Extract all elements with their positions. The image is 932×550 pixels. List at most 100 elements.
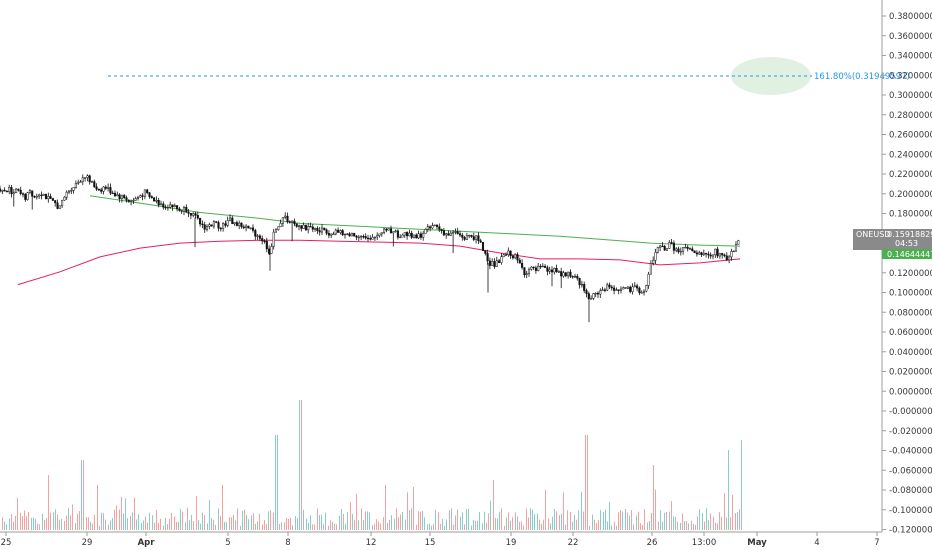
volume-bar	[149, 512, 150, 530]
x-tick-label: 19	[506, 538, 517, 548]
volume-bar	[169, 518, 170, 530]
candle-body	[251, 227, 255, 231]
candle-body	[560, 271, 563, 277]
candle-body	[392, 231, 395, 234]
volume-bar	[328, 525, 329, 530]
volume-bar	[633, 524, 634, 530]
volume-bar	[519, 521, 520, 530]
candle-body	[691, 248, 694, 252]
candle-body	[231, 217, 234, 225]
volume-bar	[449, 510, 450, 530]
candle-body	[707, 253, 710, 256]
volume-bar	[530, 508, 531, 530]
candle-body	[475, 235, 478, 240]
volume-bar	[343, 514, 344, 530]
volume-bar	[418, 511, 419, 530]
volume-bar	[312, 524, 313, 530]
volume-bar	[506, 517, 507, 530]
volume-bar	[334, 523, 335, 530]
volume-bar	[464, 524, 465, 530]
volume-bar	[235, 520, 236, 530]
volume-bar	[396, 508, 397, 530]
volume-bar	[567, 510, 568, 530]
volume-bar	[367, 511, 368, 530]
volume-bar	[281, 521, 282, 530]
candle-body	[111, 192, 114, 195]
volume-bar	[706, 508, 707, 530]
candle-body	[481, 241, 485, 251]
volume-bar	[154, 522, 155, 530]
candle-body	[732, 250, 735, 253]
volume-bar	[266, 524, 267, 530]
volume-bar	[231, 517, 232, 530]
candle-body	[35, 195, 38, 198]
candle-body	[284, 215, 287, 218]
volume-bar	[704, 521, 705, 530]
candle-body	[394, 230, 397, 232]
candle-body	[465, 235, 468, 240]
candle-body	[81, 177, 84, 182]
candle-body	[725, 255, 728, 261]
candle-body	[562, 272, 565, 277]
candle-body	[617, 289, 620, 291]
y-tick-label: 0.22000000	[889, 170, 932, 180]
volume-bar	[594, 519, 595, 530]
volume-bar	[79, 511, 80, 530]
candle-body	[555, 268, 558, 273]
volume-bar	[640, 523, 641, 530]
y-tick-label: 0.36000000	[889, 32, 932, 42]
candle-body	[668, 242, 671, 249]
volume-bar	[691, 520, 692, 530]
moving-average-green	[89, 195, 741, 247]
candle-body	[33, 196, 36, 198]
volume-bar	[365, 511, 366, 530]
candle-body	[40, 194, 43, 197]
candle-body	[201, 223, 204, 226]
volume-bar	[620, 510, 621, 530]
candle-body	[61, 199, 64, 207]
volume-bar	[394, 518, 395, 530]
y-tick-label: 0.26000000	[889, 131, 932, 141]
volume-bar	[675, 516, 676, 530]
candle-body	[95, 186, 98, 190]
volume-bar	[460, 516, 461, 530]
candle-body	[534, 267, 537, 271]
volume-bar	[688, 523, 689, 530]
candle-body	[495, 260, 498, 267]
x-axis-ticks[interactable]: 25 29 Apr 5 8 12 15 19 22 26 13:00 May 4 7	[1, 532, 880, 548]
candle-body	[318, 230, 321, 233]
volume-bar	[682, 513, 683, 530]
volume-bar	[92, 523, 93, 530]
candle-body	[127, 199, 130, 202]
candle-body	[330, 233, 333, 236]
volume-bar	[523, 525, 524, 530]
y-tick-label: 0.38000000	[889, 12, 932, 22]
volume-bar	[583, 511, 584, 530]
candle-body	[311, 226, 314, 230]
volume-bar	[112, 518, 113, 530]
y-tick-label: -0.00000000	[889, 407, 932, 417]
x-tick-label: May	[747, 538, 767, 548]
volume-bar	[158, 523, 159, 530]
candle-body	[507, 250, 510, 255]
candle-body	[642, 290, 646, 293]
volume-bar	[310, 515, 311, 530]
candle-body	[125, 197, 128, 201]
candle-body	[265, 241, 268, 250]
y-tick-label: -0.02000000	[889, 427, 932, 437]
volume-bar	[132, 512, 133, 530]
volume-bar	[295, 516, 296, 530]
candle-body	[389, 228, 393, 234]
candle-body	[378, 233, 381, 236]
volume-bar	[693, 523, 694, 530]
volume-bar	[59, 520, 60, 530]
volume-bar	[37, 523, 38, 530]
candle-body	[164, 206, 167, 209]
volume-bar	[442, 518, 443, 530]
candle-body	[442, 230, 445, 236]
candle-body	[323, 227, 326, 231]
volume-bar	[4, 521, 5, 530]
volume-bar	[510, 520, 511, 530]
candle-body	[698, 252, 701, 255]
